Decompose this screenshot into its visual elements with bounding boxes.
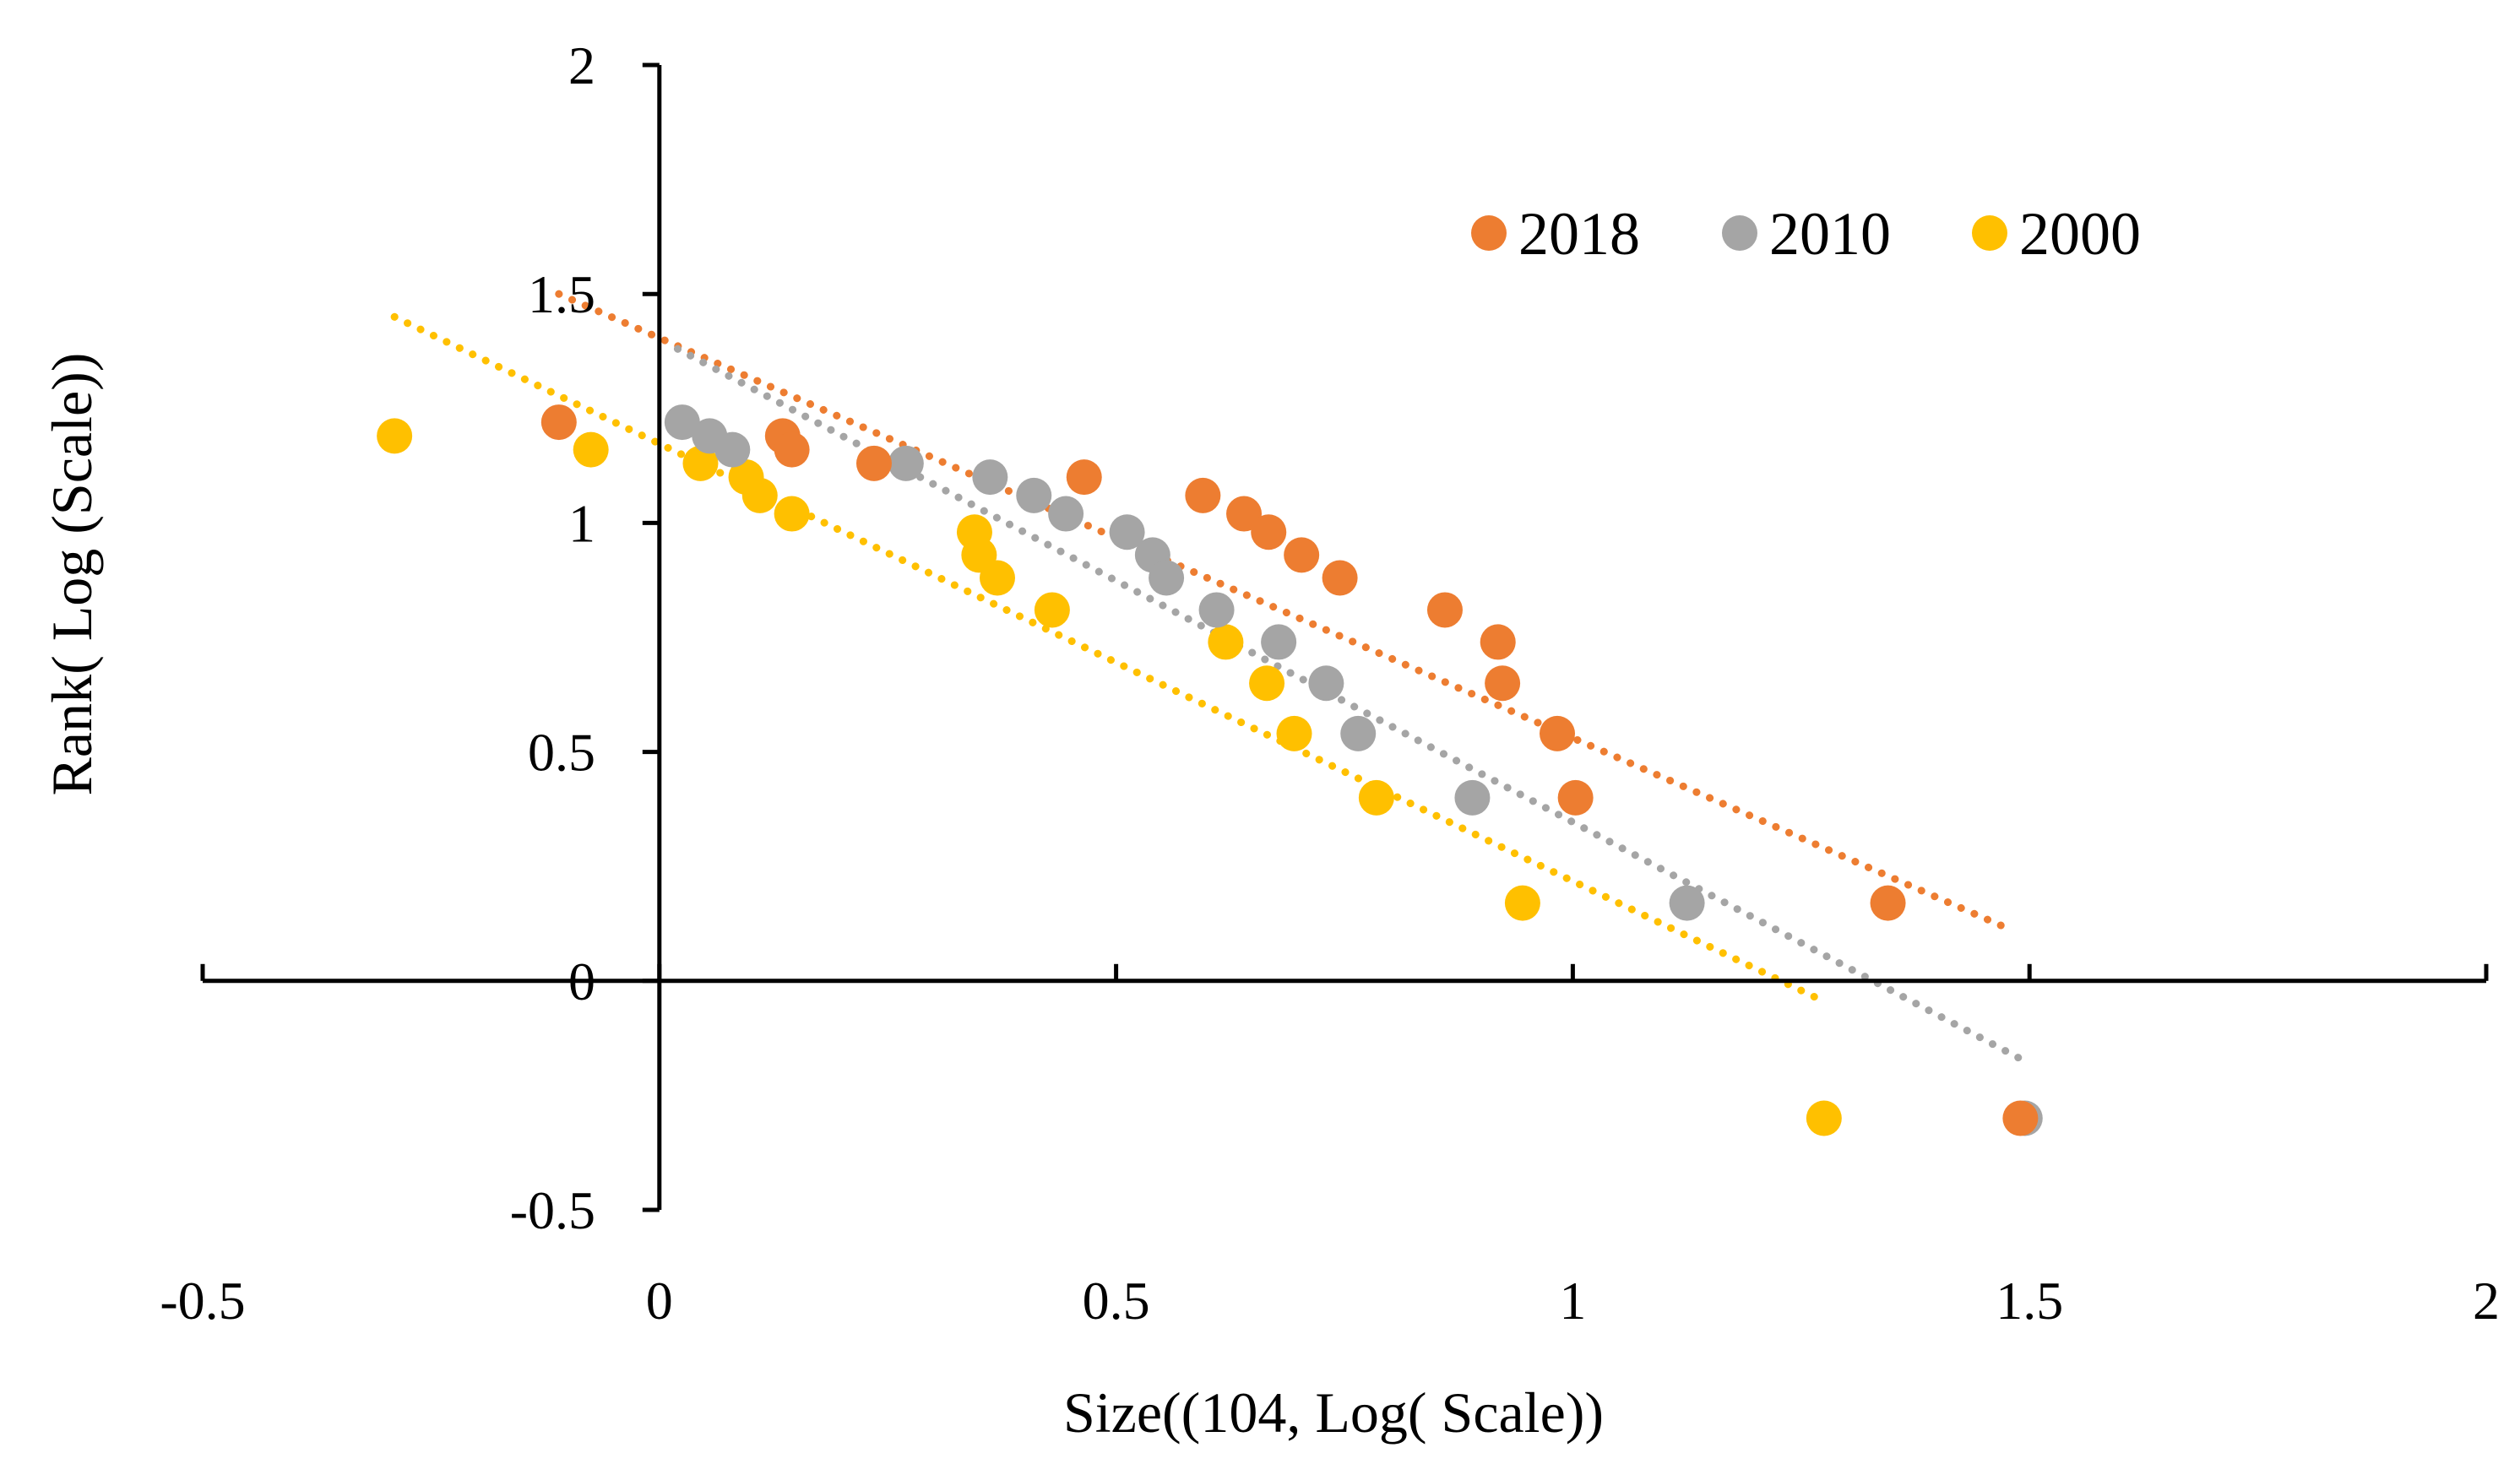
y-tick-label: 1.5 (528, 264, 595, 324)
point-2000 (377, 418, 413, 454)
trendlines (390, 290, 2024, 1063)
x-tick-label: 2 (2473, 1271, 2500, 1331)
point-2018 (1066, 459, 1102, 496)
point-2018 (1284, 537, 1320, 573)
point-2000 (1806, 1100, 1842, 1136)
point-2010 (1308, 665, 1344, 702)
point-2000 (573, 431, 609, 468)
y-tick-label: 0 (568, 952, 595, 1011)
point-2010 (1109, 514, 1145, 550)
point-2000 (1034, 592, 1070, 628)
axes (200, 62, 2489, 1212)
legend-label-2000: 2000 (2019, 200, 2141, 268)
point-2000 (1504, 885, 1540, 921)
point-2000 (1249, 665, 1285, 702)
point-2010 (1454, 779, 1491, 816)
point-2010 (972, 459, 1008, 496)
point-2000 (774, 496, 810, 532)
legend-label-2010: 2010 (1769, 200, 1891, 268)
point-2000 (1276, 715, 1312, 751)
point-2010 (1149, 560, 1185, 596)
point-2010 (1669, 885, 1705, 921)
point-2010 (1261, 624, 1297, 660)
point-2000 (1358, 779, 1394, 816)
point-2018 (774, 431, 810, 468)
y-axis-title: Rank( Log (Scale)) (40, 353, 104, 796)
x-tick-label: -0.5 (160, 1271, 245, 1331)
point-2018 (540, 404, 577, 441)
legend-marker-2018 (1471, 215, 1507, 251)
point-2018 (1557, 779, 1594, 816)
trendline-2018 (555, 290, 2007, 930)
point-2018 (1226, 496, 1263, 532)
point-2018 (1185, 477, 1221, 513)
legend-marker-2000 (1972, 215, 2007, 251)
trendline-2000 (390, 312, 1823, 1003)
point-2010 (1198, 592, 1235, 628)
x-axis-title: Size((104, Log( Scale)) (1063, 1380, 1604, 1445)
point-2010 (1016, 477, 1052, 513)
point-2018 (2002, 1100, 2039, 1136)
x-tick-label: 0.5 (1083, 1271, 1150, 1331)
point-2000 (1208, 624, 1244, 660)
point-2018 (1540, 715, 1576, 751)
y-tick-label: 0.5 (528, 723, 595, 783)
y-tick-label: 2 (568, 35, 595, 95)
point-2018 (855, 445, 892, 481)
y-tick-label: -0.5 (510, 1180, 595, 1240)
point-2018 (1426, 592, 1463, 628)
point-2010 (714, 431, 751, 468)
legend-label-2018: 2018 (1518, 200, 1640, 268)
tick-labels: -0.5 0 0.5 1 1.5 2 -0.5 0 0.5 1 1.5 2 (160, 35, 2500, 1331)
x-tick-label: 0 (646, 1271, 673, 1331)
point-2018 (1485, 665, 1521, 702)
x-tick-label: 1.5 (1996, 1271, 2063, 1331)
point-2000 (741, 477, 778, 513)
data-points (377, 404, 2043, 1136)
legend: 2018 2010 2000 (1471, 200, 2141, 268)
point-2010 (1340, 715, 1377, 751)
legend-marker-2010 (1722, 215, 1757, 251)
point-2018 (1322, 560, 1358, 596)
point-2010 (888, 445, 924, 481)
point-2010 (664, 404, 700, 441)
point-2018 (1870, 885, 1906, 921)
point-2000 (979, 560, 1015, 596)
point-2018 (1251, 514, 1287, 550)
point-2000 (682, 445, 719, 481)
y-tick-label: 1 (568, 493, 595, 553)
point-2018 (1480, 624, 1516, 660)
x-tick-label: 1 (1559, 1271, 1586, 1331)
point-2010 (1048, 496, 1084, 532)
